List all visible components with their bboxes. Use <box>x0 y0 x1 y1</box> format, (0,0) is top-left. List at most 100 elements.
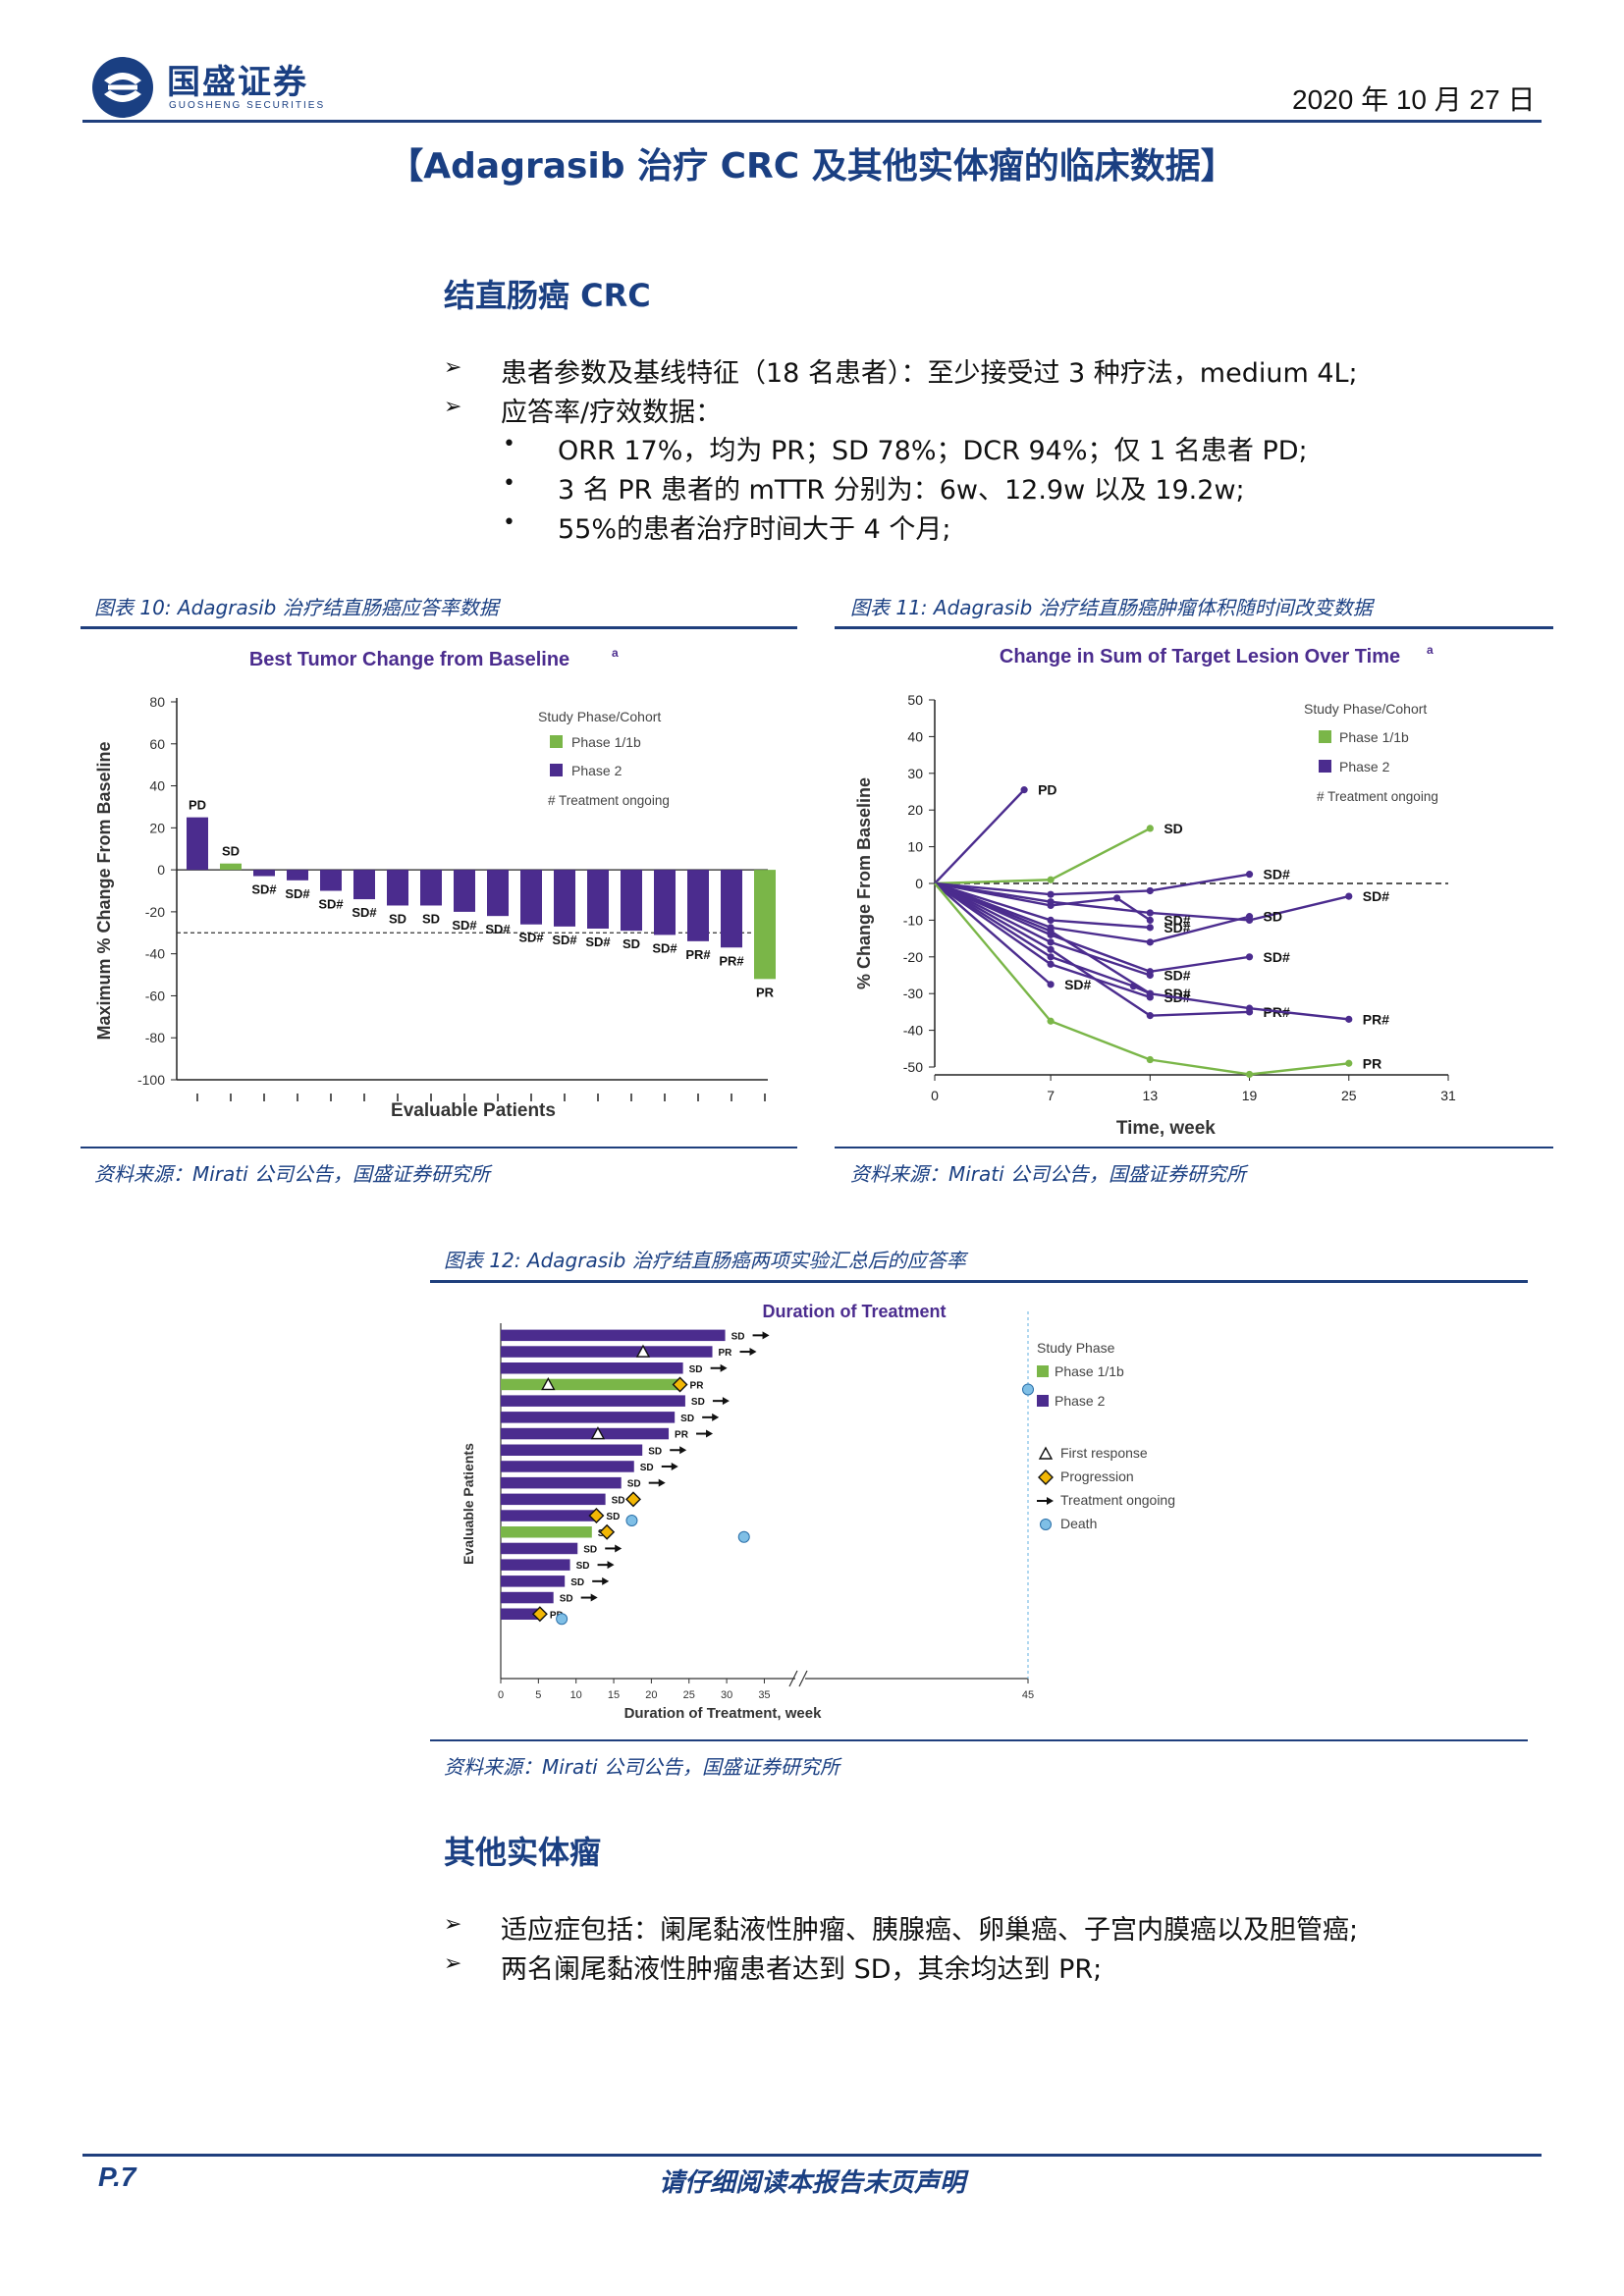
x-tick-label: 15 <box>608 1689 620 1701</box>
figure-10-source: 资料来源：Mirati 公司公告，国盛证券研究所 <box>94 1162 491 1186</box>
death-marker <box>625 1515 638 1527</box>
brand-name: 国盛证券 <box>167 63 308 102</box>
bar-label: SD <box>576 1561 590 1572</box>
figure-12-top-rule <box>430 1280 1528 1283</box>
y-tick-label: -20 <box>903 949 923 965</box>
figure-12-caption: 图表 12: Adagrasib 治疗结直肠癌两项实验汇总后的应答率 <box>444 1249 966 1272</box>
bar-label: SD <box>583 1544 597 1555</box>
y-tick-label: -10 <box>903 912 923 928</box>
chart-title: Change in Sum of Target Lesion Over Time <box>1000 646 1400 667</box>
series-point <box>1245 953 1254 961</box>
axis-break-mark <box>788 1670 798 1687</box>
page-title: 【Adagrasib 治疗 CRC 及其他实体瘤的临床数据】 <box>388 146 1236 187</box>
dot-bullet-icon: • <box>503 471 515 496</box>
series-point <box>1146 1055 1154 1064</box>
bar <box>520 870 542 925</box>
series-point <box>1146 989 1154 997</box>
ongoing-arrow-head <box>602 1576 610 1585</box>
progression-marker <box>599 1523 616 1540</box>
series-point <box>1245 871 1254 879</box>
crc-sub-bullet: 55%的患者治疗时间大于 4 个月; <box>558 514 951 545</box>
y-tick-label: 40 <box>907 728 923 744</box>
series-point <box>1245 1004 1254 1012</box>
bar-label: SD <box>222 844 240 859</box>
x-tick-label: 35 <box>758 1689 770 1701</box>
series-point <box>1146 938 1154 946</box>
bar-label: PR <box>675 1430 689 1441</box>
bar-label: PR# <box>719 953 744 968</box>
figure-10-bottom-rule <box>81 1147 797 1148</box>
series-line <box>934 827 1151 885</box>
bar-label: PD <box>550 1610 564 1621</box>
other-tumors-heading: 其他实体瘤 <box>444 1834 602 1871</box>
series-point <box>1345 1059 1353 1067</box>
bar-label: SD <box>612 1495 625 1506</box>
other-bullet: 适应症包括：阑尾黏液性肿瘤、胰腺癌、卵巢癌、子宫内膜癌以及胆管癌; <box>501 1915 1359 1946</box>
crc-bullet: 患者参数及基线特征（18 名患者）：至少接受过 3 种疗法，medium 4L; <box>501 358 1358 389</box>
legend-swatch <box>1319 730 1331 743</box>
death-marker <box>737 1530 750 1543</box>
marker-legend-label: Progression <box>1060 1468 1134 1484</box>
axis-break-mark <box>798 1670 808 1687</box>
bar-label: SD# <box>652 940 677 955</box>
legend-note: # Treatment ongoing <box>548 793 670 808</box>
progression-marker <box>672 1376 688 1393</box>
figure-10-top-rule <box>81 626 797 629</box>
crc-heading: 结直肠癌 CRC <box>444 277 651 314</box>
series-point <box>1146 825 1154 832</box>
bar <box>721 870 742 948</box>
series-point <box>1047 1017 1055 1025</box>
legend-label: Phase 1/1b <box>571 734 641 750</box>
y-tick-label: 40 <box>149 778 165 794</box>
x-tick-label: 20 <box>645 1689 657 1701</box>
first-response-marker <box>635 1344 651 1358</box>
series-point <box>1112 894 1121 902</box>
ongoing-arrow-head <box>671 1462 678 1470</box>
page-number: P.7 <box>98 2162 136 2192</box>
series-point <box>1047 945 1055 953</box>
figure-11-source: 资料来源：Mirati 公司公告，国盛证券研究所 <box>850 1162 1247 1186</box>
bar-label: SD <box>627 1479 641 1490</box>
bar <box>554 870 575 927</box>
bar <box>320 870 342 891</box>
ongoing-arrow-head <box>712 1413 720 1421</box>
series-label: PD <box>1038 782 1056 798</box>
x-tick-label: 25 <box>1341 1088 1357 1103</box>
legend-swatch <box>550 735 563 748</box>
bar <box>353 870 375 900</box>
legend-label: Phase 1/1b <box>1055 1363 1124 1379</box>
bar-label: SD <box>560 1594 573 1605</box>
x-axis-title: Evaluable Patients <box>391 1100 556 1121</box>
legend-label: Phase 2 <box>571 763 623 778</box>
bar <box>754 870 776 980</box>
dot-bullet-icon: • <box>503 510 515 535</box>
series-label: SD# <box>1164 920 1190 935</box>
y-tick-label: 0 <box>915 876 923 891</box>
bar-label: PR <box>690 1380 705 1391</box>
legend-swatch <box>1037 1395 1049 1407</box>
series-label: SD# <box>1064 977 1091 992</box>
series-line <box>934 881 1151 995</box>
bar-label: SD <box>606 1512 620 1522</box>
figure-11-top-rule <box>835 626 1553 629</box>
treatment-bar <box>501 1378 680 1391</box>
y-tick-label: -20 <box>145 904 165 920</box>
y-tick-label: -100 <box>137 1072 165 1088</box>
ongoing-arrow-head <box>706 1429 714 1438</box>
legend-label: Phase 2 <box>1339 759 1390 774</box>
series-point <box>1020 786 1028 794</box>
bar-label: SD# <box>518 931 544 945</box>
treatment-bar <box>501 1542 578 1555</box>
y-tick-label: -40 <box>903 1023 923 1039</box>
bar-label: PD <box>189 798 206 813</box>
ongoing-arrow-head <box>762 1331 770 1340</box>
series-point <box>1345 1015 1353 1023</box>
legend-swatch <box>1037 1365 1049 1377</box>
bar-label: SD <box>731 1331 745 1342</box>
treatment-bar <box>501 1476 622 1489</box>
ongoing-arrow-head <box>722 1397 730 1406</box>
treatment-bar <box>501 1329 726 1342</box>
ongoing-arrow-head <box>679 1446 687 1455</box>
treatment-bar <box>501 1412 676 1423</box>
x-axis-title: Time, week <box>1116 1118 1216 1139</box>
